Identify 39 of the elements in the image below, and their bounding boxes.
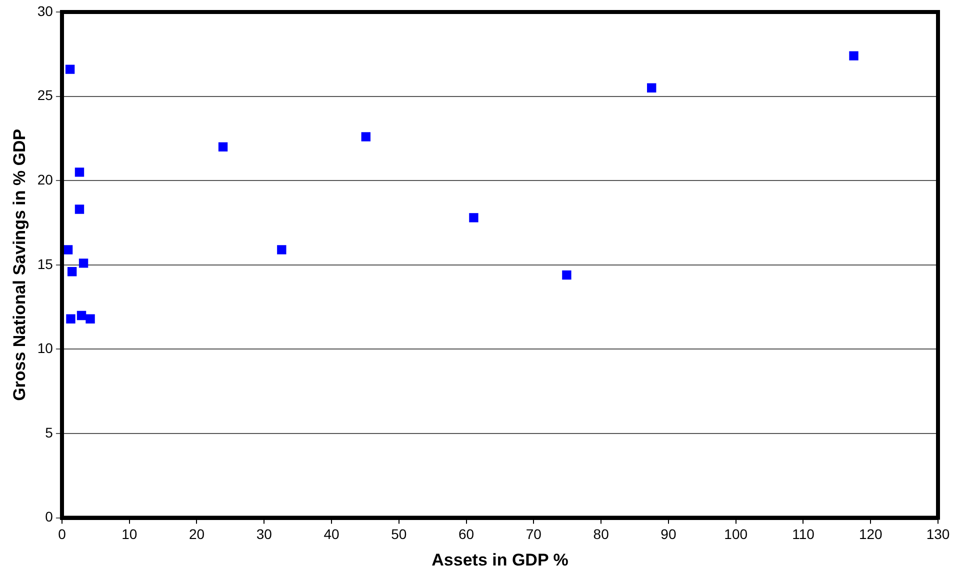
x-tick-label: 30	[256, 526, 272, 542]
y-axis-title: Gross National Savings in % GDP	[10, 128, 29, 401]
x-tick-label: 50	[391, 526, 407, 542]
x-tick-label: 70	[526, 526, 542, 542]
x-axis-title: Assets in GDP %	[432, 550, 568, 570]
y-tick-label: 20	[37, 171, 54, 188]
x-tick-label: 90	[660, 526, 676, 542]
point	[74, 204, 84, 214]
point	[65, 64, 75, 74]
point	[78, 258, 88, 268]
x-tick-label: 130	[926, 526, 950, 542]
y-tick-label: 25	[37, 87, 54, 104]
point	[647, 83, 656, 92]
x-tick-label: 100	[724, 526, 748, 542]
point	[562, 270, 572, 280]
point	[76, 310, 86, 320]
x-tick-label: 40	[324, 526, 340, 542]
y-tick-label: 10	[37, 340, 54, 356]
point	[67, 267, 77, 276]
point	[218, 142, 228, 152]
y-tick-label: 0	[45, 508, 54, 525]
x-tick-label: 80	[593, 526, 610, 542]
x-tick-label: 10	[122, 526, 138, 542]
point	[66, 314, 76, 324]
point	[86, 314, 95, 324]
x-tick-label: 120	[858, 526, 883, 542]
x-tick-label: 60	[458, 526, 474, 542]
x-tick-label: 0	[58, 526, 66, 542]
point	[469, 213, 478, 222]
point	[74, 168, 84, 177]
point	[361, 132, 370, 142]
y-tick-label: 5	[45, 424, 54, 440]
point	[849, 51, 858, 60]
point	[277, 245, 286, 254]
x-tick-label: 20	[188, 526, 205, 542]
x-tick-label: 110	[792, 526, 815, 542]
y-tick-label: 15	[37, 256, 54, 272]
y-tick-label: 30	[37, 2, 54, 19]
point	[63, 245, 73, 254]
